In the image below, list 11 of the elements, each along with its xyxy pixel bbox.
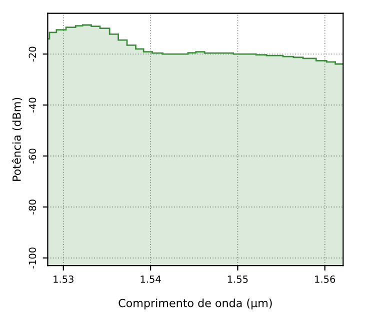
x-tick-label: 1.53 [54, 275, 74, 283]
y-axis-title: Potência (dBm) [12, 98, 22, 181]
y-tick-label: -60 [28, 148, 36, 164]
x-tick-label: 1.54 [140, 276, 161, 283]
y-tick-label: -80 [28, 200, 36, 214]
y-tick-label: -20 [28, 46, 36, 62]
x-tick-label: 1.55 [228, 276, 248, 283]
x-axis-title: Comprimento de onda (µm) [118, 298, 272, 310]
y-tick-label: -100 [28, 248, 36, 269]
y-tick-label: -40 [28, 98, 36, 112]
x-tick-label: 1.56 [315, 275, 336, 283]
